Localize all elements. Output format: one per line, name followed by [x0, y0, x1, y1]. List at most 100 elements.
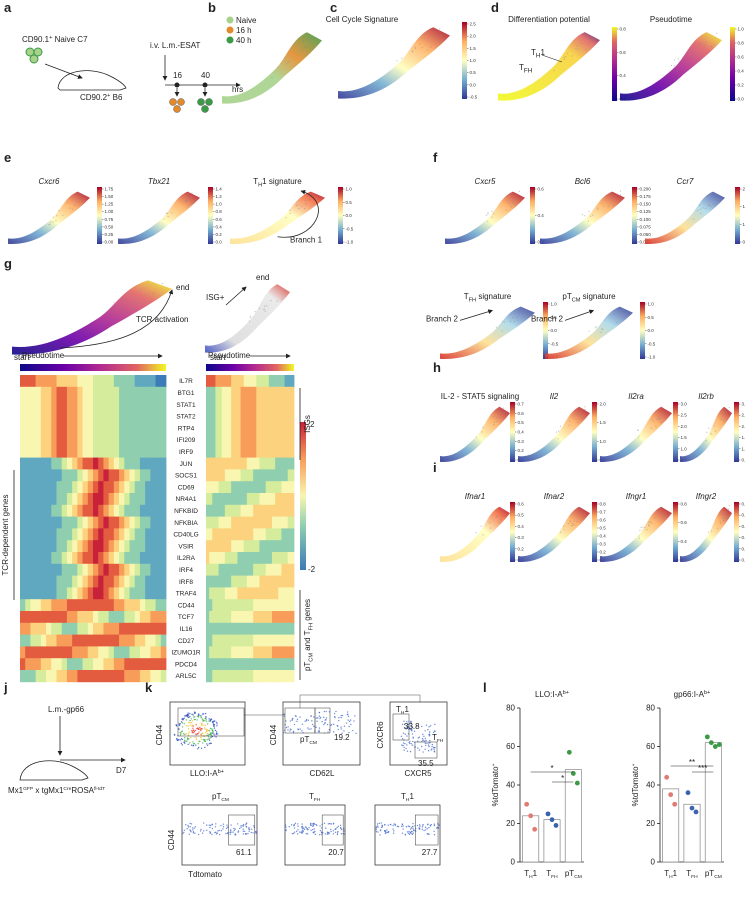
- colorbar-tick-label: 0.4: [738, 69, 745, 74]
- heat-cell: [139, 670, 146, 683]
- colorbar-tick-label: 0.4: [518, 430, 525, 435]
- heat-cell: [265, 469, 270, 482]
- colorbar-tick-label: 0.1: [742, 558, 745, 563]
- heat-cell: [139, 634, 146, 647]
- heat-cell: [246, 434, 251, 447]
- heat-cell: [287, 504, 292, 517]
- flow-dot: [206, 732, 209, 735]
- data-point: [574, 780, 580, 786]
- heat-cell: [124, 457, 130, 470]
- heat-cell: [206, 528, 210, 541]
- umap-dot: [721, 514, 723, 516]
- heat-cell: [272, 481, 276, 494]
- flow-dot: [210, 719, 212, 721]
- flow-dot: [384, 824, 386, 826]
- heat-cell: [46, 434, 52, 447]
- heat-cell: [51, 504, 57, 517]
- umap-dot: [706, 431, 708, 433]
- flow-dot: [403, 723, 406, 726]
- heat-cell: [290, 422, 295, 435]
- heat-cell: [40, 493, 47, 506]
- flow-dot: [377, 826, 379, 828]
- heat-cell: [275, 587, 279, 600]
- group-label: TCR-dependent genes: [1, 495, 10, 576]
- umap-dot: [595, 326, 597, 328]
- flow-dot: [187, 712, 189, 714]
- umap: [600, 406, 672, 462]
- heat-cell: [119, 552, 125, 565]
- colorbar-tick-label: -1.0: [346, 240, 354, 245]
- gene-label: IL7R: [179, 378, 193, 385]
- heat-cell: [243, 516, 248, 529]
- heat-cell: [30, 634, 37, 647]
- heat-cell: [160, 563, 167, 576]
- heat-cell: [209, 469, 213, 482]
- heat-cell: [35, 646, 42, 659]
- heat-cell: [40, 587, 47, 600]
- umap-dot: [719, 521, 721, 523]
- umap-dot: [691, 55, 693, 57]
- flow-dot: [199, 728, 202, 730]
- heat-cell: [129, 540, 136, 553]
- heat-cell: [256, 528, 260, 541]
- heat-cell: [56, 457, 63, 470]
- heat-cell: [290, 410, 295, 423]
- flow-dot: [200, 723, 203, 726]
- flow-dot: [431, 743, 434, 746]
- flow-dot: [179, 723, 181, 725]
- heat-cell: [262, 504, 267, 517]
- cell: [169, 98, 177, 106]
- heat-cell: [284, 611, 289, 624]
- gene-label: TCF7: [178, 614, 195, 621]
- heat-cell: [113, 552, 120, 565]
- flow-dot: [345, 722, 348, 724]
- panel-letter: j: [3, 680, 8, 695]
- heat-cell: [119, 516, 125, 529]
- flow-dot: [285, 720, 287, 722]
- heat-cell: [30, 434, 37, 447]
- legend-swatch: [226, 16, 234, 24]
- heat-cell: [98, 599, 104, 612]
- heat-cell: [231, 670, 235, 683]
- heat-cell: [77, 528, 83, 541]
- heat-cell: [209, 622, 213, 635]
- heat-cell: [281, 552, 285, 565]
- heat-cell: [129, 587, 136, 600]
- umap-dot: [482, 426, 484, 428]
- heat-cell: [278, 410, 282, 423]
- heat-cell: [46, 375, 52, 388]
- flow-dot: [418, 824, 421, 826]
- heat-cell: [212, 528, 216, 541]
- colorbar: [208, 187, 213, 244]
- heat-cell: [281, 575, 285, 588]
- umap-dot: [726, 513, 728, 516]
- heat-cell: [246, 469, 251, 482]
- umap-dot: [559, 425, 562, 427]
- heat-cell: [206, 422, 210, 435]
- flow-dot: [192, 827, 194, 829]
- heat-cell: [246, 622, 251, 635]
- flow-dot: [206, 829, 208, 832]
- text-part: B6: [110, 93, 123, 102]
- flow-dot: [215, 823, 217, 825]
- heat-cell: [209, 575, 213, 588]
- flow-dot: [194, 712, 196, 714]
- umap-dot: [502, 407, 505, 409]
- heat-cell: [278, 563, 282, 576]
- heat-cell: [284, 634, 289, 647]
- heat-cell: [87, 552, 94, 565]
- umap-dot: [62, 214, 64, 216]
- heat-cell: [287, 540, 292, 553]
- colorbar-tick-label: 2.5: [742, 413, 745, 418]
- heatmap-axis-label: Pseudotime: [22, 351, 65, 360]
- heat-cell: [35, 434, 42, 447]
- flow-dot: [384, 832, 387, 835]
- heat-cell: [224, 552, 229, 565]
- heat-cell: [262, 599, 267, 612]
- heat-cell: [218, 552, 223, 565]
- flow-dot: [282, 732, 285, 734]
- heat-cell: [228, 375, 232, 388]
- heat-cell: [25, 634, 31, 647]
- panel-letter: f: [433, 150, 438, 165]
- heat-cell: [61, 599, 68, 612]
